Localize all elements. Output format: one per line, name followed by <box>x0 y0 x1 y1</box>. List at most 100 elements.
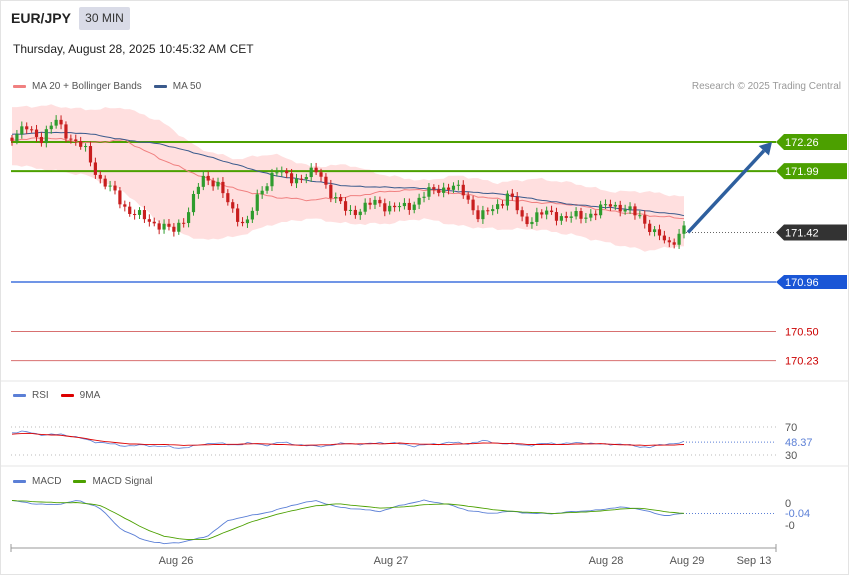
candle-body <box>594 213 598 216</box>
legend-item-rsi-ma[interactable]: 9MA <box>60 390 100 401</box>
candle-body <box>275 172 279 174</box>
candle-body <box>397 206 402 208</box>
candle-body <box>142 210 147 220</box>
candle-body <box>334 197 338 199</box>
candle-body <box>260 190 264 195</box>
candle-body <box>422 196 426 198</box>
candle-body <box>427 187 431 197</box>
candle-body <box>407 202 411 210</box>
rsi-level-label: 30 <box>785 450 797 462</box>
candle-body <box>652 229 657 233</box>
interval-button[interactable]: 30 MIN <box>79 7 130 30</box>
macd-line <box>11 499 685 545</box>
rsi-ma-line <box>11 432 685 446</box>
candle-body <box>39 136 44 144</box>
support-price-tag <box>776 275 847 289</box>
resistance-price-tag <box>776 163 847 180</box>
price-tags-layer: 172.26 171.99 171.42 170.96 170.50 170.23 <box>776 134 847 368</box>
candle-body <box>682 225 686 234</box>
candle-body <box>299 178 304 180</box>
legend-swatch-macd-signal <box>73 480 87 483</box>
candle-body <box>564 216 568 218</box>
candle-body <box>608 204 613 207</box>
candle-body <box>172 226 176 232</box>
candle-body <box>83 146 88 148</box>
last-price-tag <box>776 224 847 241</box>
symbol-title: EUR/JPY <box>11 10 71 26</box>
rsi-line <box>11 430 685 449</box>
candle-body <box>294 178 299 184</box>
candle-body <box>510 193 514 197</box>
macd-last-label: -0.04 <box>785 508 810 520</box>
candle-body <box>677 233 681 245</box>
candle-body <box>437 189 441 193</box>
candle-body <box>64 124 68 139</box>
candle-body <box>226 193 230 203</box>
candle-body <box>221 181 225 194</box>
legend-item-macd[interactable]: MACD <box>13 476 61 487</box>
candle-body <box>584 217 588 219</box>
candle-body <box>432 187 436 190</box>
macd-panel: 0-0.04-0 <box>1 465 849 545</box>
candle-body <box>93 162 97 175</box>
resistance-price-label: 172.26 <box>785 137 819 149</box>
macd-zero-label: 0 <box>785 498 791 510</box>
candle-body <box>118 190 122 205</box>
candle-body <box>569 216 573 218</box>
candle-body <box>618 204 622 212</box>
target-level-label: 170.50 <box>785 327 819 339</box>
legend-label-ma20: MA 20 + Bollinger Bands <box>32 81 142 92</box>
price-legend: MA 20 + Bollinger Bands MA 50 <box>13 81 201 92</box>
legend-item-rsi[interactable]: RSI <box>13 390 49 401</box>
candle-body <box>137 210 142 215</box>
candle-body <box>417 197 421 205</box>
candle-body <box>177 222 181 232</box>
candle-body <box>20 126 24 135</box>
candle-body <box>628 206 632 210</box>
candle-body <box>186 212 191 224</box>
x-tick-label: Sep 13 <box>737 555 772 567</box>
candle-body <box>500 204 505 206</box>
candle-body <box>530 221 534 225</box>
candle-body <box>599 204 603 216</box>
candle-body <box>358 211 362 216</box>
macd-level-label: -0 <box>785 520 795 532</box>
candle-body <box>643 215 647 224</box>
candle-body <box>34 129 39 137</box>
candle-body <box>461 184 465 196</box>
candle-body <box>672 242 676 245</box>
legend-item-macd-signal[interactable]: MACD Signal <box>73 476 152 487</box>
candle-body <box>25 126 29 130</box>
candle-body <box>270 172 274 187</box>
candle-body <box>309 167 313 178</box>
candle-body <box>196 186 200 194</box>
candle-body <box>442 187 446 193</box>
candle-body <box>339 197 343 202</box>
forecast-layer <box>686 142 772 234</box>
candle-body <box>535 212 539 222</box>
resistance-price-tag <box>776 134 847 150</box>
x-tick-label: Aug 29 <box>670 555 705 567</box>
legend-item-ma20[interactable]: MA 20 + Bollinger Bands <box>13 81 142 92</box>
candle-body <box>103 178 107 187</box>
candle-body <box>481 210 485 220</box>
candle-body <box>10 137 14 141</box>
legend-label-macd: MACD <box>32 476 62 487</box>
candle-body <box>79 141 83 147</box>
legend-label-macd-signal: MACD Signal <box>92 476 153 487</box>
legend-item-ma50[interactable]: MA 50 <box>153 81 201 92</box>
candle-body <box>108 185 112 187</box>
candle-body <box>638 215 642 217</box>
candle-body <box>613 204 617 207</box>
candle-body <box>15 134 19 141</box>
candle-body <box>304 177 308 180</box>
candle-body <box>657 229 662 236</box>
candle-body <box>162 223 166 230</box>
candle-body <box>54 119 58 126</box>
bollinger-band-fill <box>12 104 684 252</box>
candle-body <box>157 223 161 230</box>
candle-body <box>378 199 382 204</box>
